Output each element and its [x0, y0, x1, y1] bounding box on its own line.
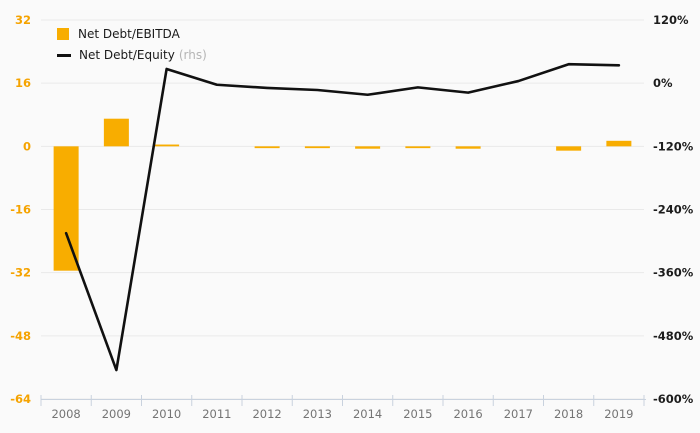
x-axis-year-label: 2014 — [353, 407, 382, 421]
y-axis-left-tick-label: -16 — [10, 203, 31, 217]
legend-item-net-debt-ebitda[interactable]: Net Debt/EBITDA — [57, 27, 207, 41]
y-axis-left-tick-label: 0 — [23, 139, 31, 153]
legend-label-net-debt-equity: Net Debt/Equity — [79, 48, 175, 62]
y-axis-left-tick-label: -32 — [10, 266, 31, 280]
bar-2014 — [355, 146, 381, 149]
y-axis-right-tick-label: 0% — [653, 76, 673, 90]
y-axis-left-tick-label: -64 — [10, 392, 31, 406]
x-axis-year-label: 2016 — [453, 407, 482, 421]
y-axis-right-tick-label: -120% — [653, 139, 694, 153]
bar-2010 — [154, 144, 180, 147]
bar-2015 — [405, 146, 431, 149]
y-axis-right-tick-label: -360% — [653, 266, 694, 280]
x-axis-year-label: 2017 — [504, 407, 533, 421]
x-axis-year-label: 2008 — [51, 407, 80, 421]
y-axis-right-tick-label: 120% — [653, 13, 689, 27]
x-axis-year-label: 2010 — [152, 407, 181, 421]
bar-2008 — [53, 146, 79, 271]
bar-2018 — [556, 146, 582, 151]
y-axis-left-tick-label: -48 — [10, 329, 31, 343]
x-axis-year-label: 2012 — [252, 407, 281, 421]
y-axis-left-tick-label: 32 — [15, 13, 31, 27]
x-axis-year-label: 2018 — [554, 407, 583, 421]
x-axis-year-label: 2015 — [403, 407, 432, 421]
bar-series-swatch-icon — [57, 28, 69, 40]
bar-2012 — [254, 146, 280, 149]
bar-2013 — [304, 146, 330, 149]
legend: Net Debt/EBITDA Net Debt/Equity (rhs) — [57, 27, 207, 62]
legend-label-net-debt-ebitda: Net Debt/EBITDA — [78, 27, 180, 41]
y-axis-left-tick-label: 16 — [15, 76, 31, 90]
net-debt-equity-line — [64, 62, 621, 372]
y-axis-right-tick-label: -240% — [653, 203, 694, 217]
y-axis-right-tick-label: -600% — [653, 392, 694, 406]
x-axis-year-label: 2013 — [303, 407, 332, 421]
y-axis-right-tick-label: -480% — [653, 329, 694, 343]
legend-rhs-note: (rhs) — [178, 48, 207, 62]
bar-2016 — [455, 146, 481, 149]
bar-2019 — [606, 140, 632, 147]
bar-2009 — [103, 118, 129, 147]
x-axis-year-label: 2011 — [202, 407, 231, 421]
legend-item-net-debt-equity[interactable]: Net Debt/Equity (rhs) — [57, 48, 207, 62]
line-series-swatch-icon — [57, 53, 71, 57]
x-axis-year-label: 2019 — [604, 407, 633, 421]
x-axis-year-label: 2009 — [102, 407, 131, 421]
